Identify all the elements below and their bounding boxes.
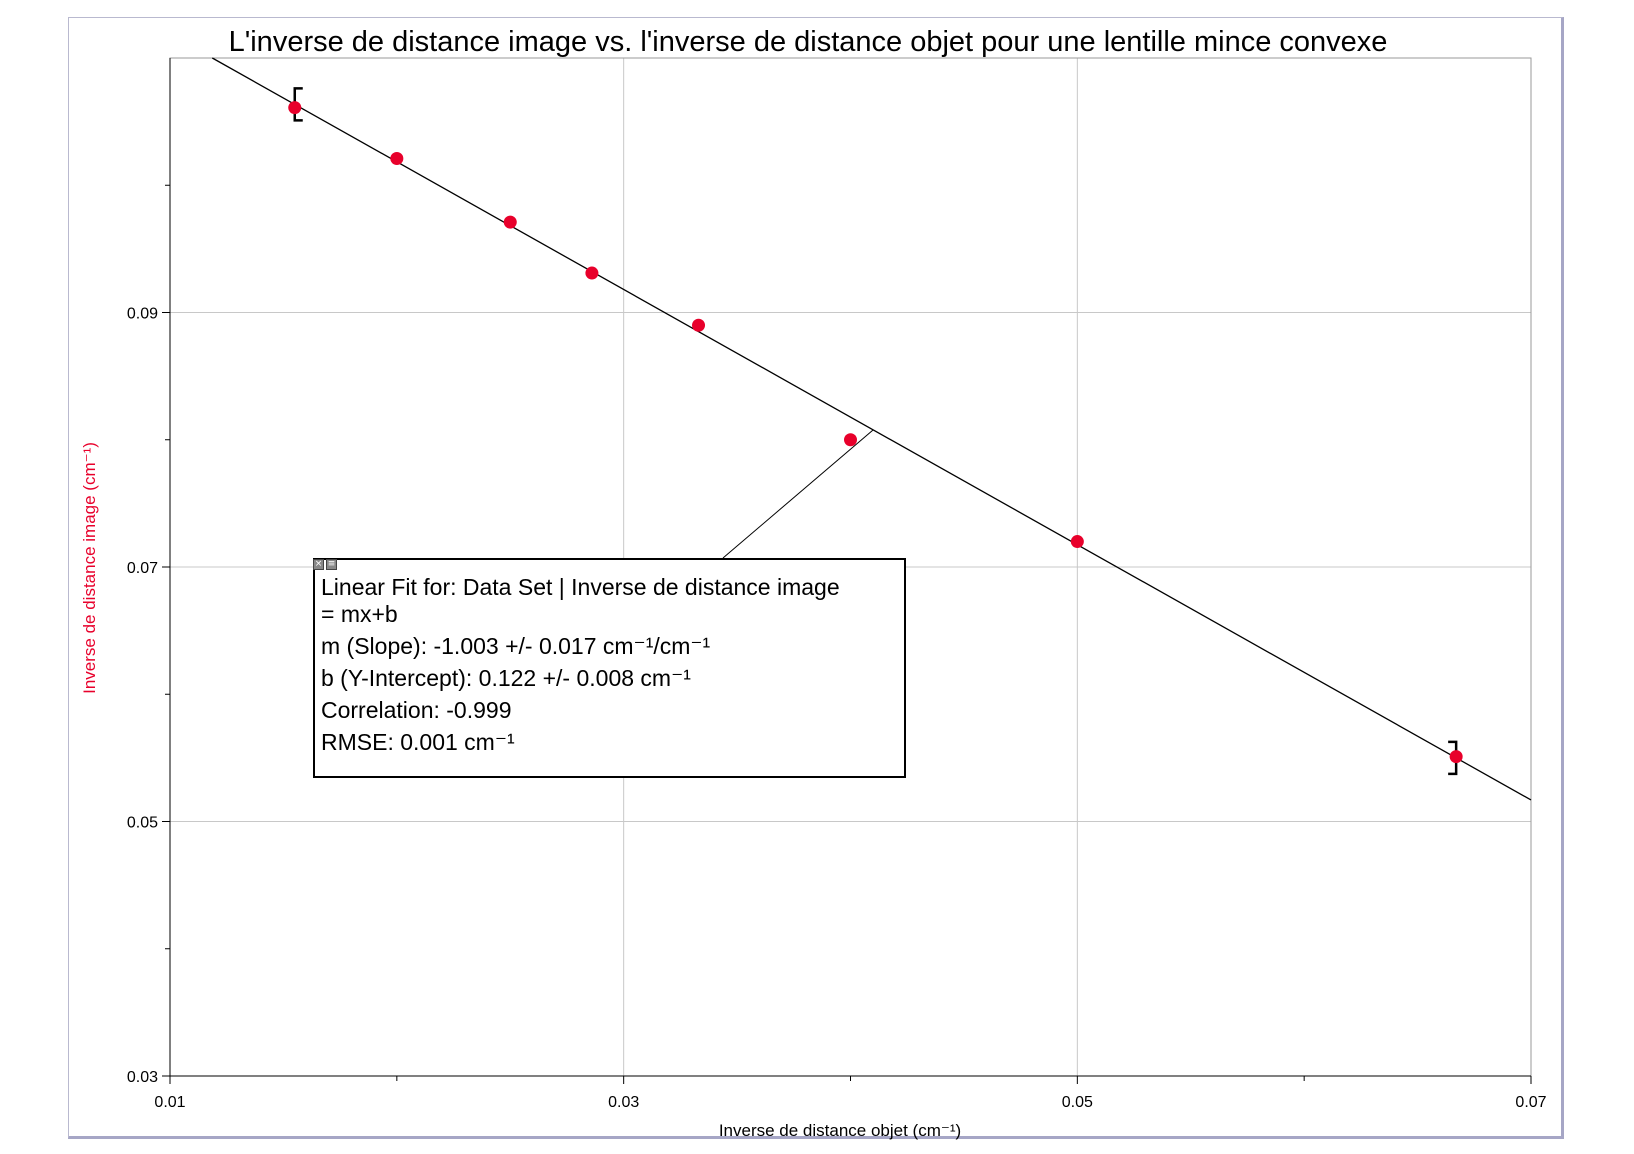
data-point[interactable] [288, 101, 302, 115]
x-tick-label: 0.01 [154, 1094, 185, 1111]
data-point[interactable] [692, 318, 706, 332]
data-point[interactable] [1449, 750, 1463, 764]
data-point[interactable] [844, 433, 857, 447]
y-axis-label: Inverse de distance image (cm⁻¹) [80, 442, 99, 694]
fit-slope: m (Slope): -1.003 +/- 0.017 cm⁻¹/cm⁻¹ [321, 633, 711, 659]
y-tick-label: 0.05 [127, 815, 158, 832]
fit-correlation: Correlation: -0.999 [321, 697, 512, 723]
chart-title: L'inverse de distance image vs. l'invers… [229, 26, 1388, 58]
data-point[interactable] [585, 266, 599, 280]
fit-header: Linear Fit for: Data Set | Inverse de di… [321, 574, 840, 600]
y-tick-label: 0.09 [127, 306, 158, 323]
data-point[interactable] [1070, 535, 1084, 549]
y-tick-label: 0.03 [127, 1069, 158, 1086]
linear-fit-box[interactable]: Linear Fit for: Data Set | Inverse de di… [313, 558, 906, 778]
x-axis-label: Inverse de distance objet (cm⁻¹) [719, 1121, 961, 1140]
fit-box-controls: × ≡ [313, 559, 337, 571]
fit-intercept: b (Y-Intercept): 0.122 +/- 0.008 cm⁻¹ [321, 665, 691, 691]
axes [162, 58, 1532, 1084]
data-point[interactable] [390, 152, 404, 166]
x-tick-label: 0.05 [1062, 1094, 1093, 1111]
close-icon[interactable]: × [313, 559, 324, 570]
fit-equation: = mx+b [321, 601, 398, 627]
fit-annotation-leader [722, 429, 874, 559]
data-points [288, 101, 1463, 764]
x-tick-label: 0.07 [1515, 1094, 1546, 1111]
y-tick-labels: 0.03 0.05 0.07 0.09 [127, 306, 158, 1087]
options-icon[interactable]: ≡ [326, 559, 337, 570]
x-tick-label: 0.03 [608, 1094, 639, 1111]
linear-fit-line[interactable] [211, 57, 1532, 801]
fit-rmse: RMSE: 0.001 cm⁻¹ [321, 729, 515, 755]
x-tick-labels: 0.01 0.03 0.05 0.07 [154, 1094, 1546, 1111]
y-tick-label: 0.07 [127, 560, 158, 577]
data-point[interactable] [503, 215, 517, 229]
